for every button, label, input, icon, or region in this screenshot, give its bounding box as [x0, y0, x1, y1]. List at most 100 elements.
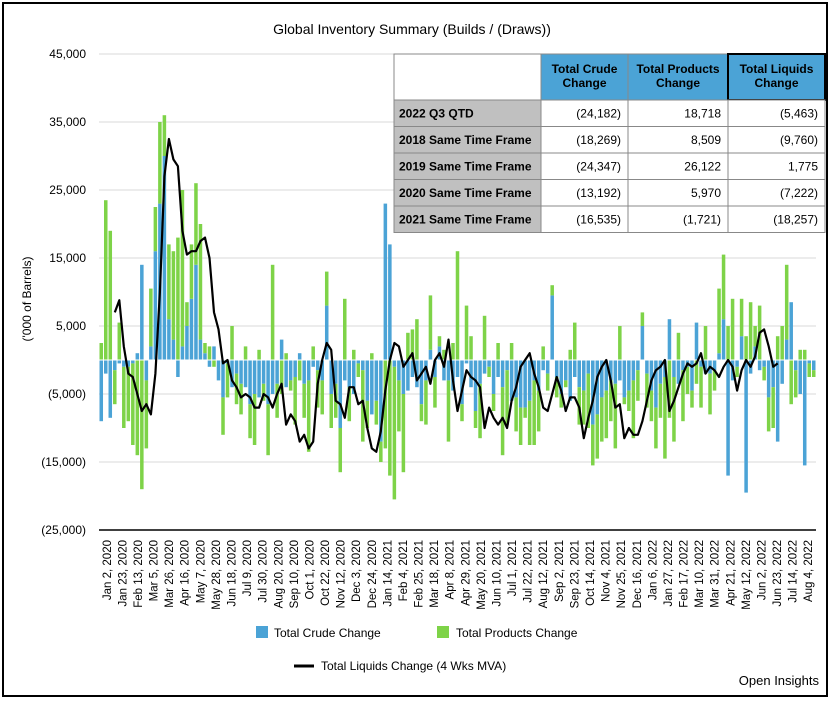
products-bar	[180, 190, 185, 347]
crude-bar	[559, 360, 563, 394]
crude-bar	[798, 360, 802, 394]
table-cell-value: 8,509	[691, 133, 721, 147]
crude-bar	[658, 360, 663, 384]
products-bar	[600, 397, 604, 442]
table-header-text: Total Liquids	[740, 62, 814, 76]
crude-bar	[126, 360, 131, 367]
crude-bar	[352, 360, 356, 394]
crude-bar	[518, 360, 523, 408]
products-bar	[487, 366, 491, 377]
products-bar	[618, 326, 622, 360]
y-tick-label: 35,000	[49, 115, 86, 129]
products-bar	[153, 207, 158, 252]
products-bar	[406, 332, 410, 360]
products-bar	[131, 363, 135, 445]
table-cell-value: (1,721)	[683, 212, 721, 226]
products-bar	[365, 400, 370, 428]
products-bar	[140, 360, 144, 490]
legend-label-crude: Total Crude Change	[274, 626, 381, 640]
products-bar	[176, 237, 180, 360]
products-bar	[807, 363, 811, 377]
products-bar	[748, 302, 753, 360]
crude-bar	[140, 264, 144, 360]
crude-bar	[541, 360, 545, 371]
crude-bar	[622, 360, 627, 398]
crude-bar	[672, 360, 676, 377]
crude-bar	[582, 360, 586, 391]
crude-bar	[609, 360, 613, 381]
products-bar	[171, 251, 176, 340]
crude-bar	[104, 360, 108, 374]
x-tick-label: Jan 2, 2020	[102, 540, 114, 600]
products-bar	[401, 394, 406, 473]
products-bar	[645, 373, 649, 408]
products-bar	[320, 380, 324, 415]
products-bar	[699, 366, 703, 408]
crude-bar	[356, 360, 361, 364]
products-bar	[780, 326, 784, 360]
crude-bar	[739, 336, 744, 360]
products-bar	[703, 326, 708, 360]
products-bar	[284, 353, 288, 360]
products-bar	[514, 397, 518, 432]
crude-bar	[324, 305, 329, 360]
table-cell	[540, 179, 629, 207]
products-bar	[383, 360, 388, 449]
products-bar	[279, 360, 284, 394]
crude-bar	[419, 360, 424, 405]
crude-bar	[270, 360, 275, 394]
crude-bar	[315, 360, 320, 371]
crude-bar	[681, 360, 685, 371]
products-bar	[270, 264, 275, 360]
products-bar	[306, 380, 311, 452]
table-cell	[627, 205, 729, 233]
table-cell-value: 18,718	[684, 106, 721, 120]
x-tick-label: Jan 23, 2020	[117, 540, 129, 607]
x-tick-label: Jun 23, 2022	[772, 540, 784, 607]
products-bar	[572, 322, 577, 360]
products-bar	[591, 424, 595, 466]
products-bar	[144, 380, 149, 449]
legend: Total Crude Change Total Products Change T…	[256, 626, 578, 673]
crude-bar	[789, 302, 793, 360]
x-tick-label: Sep 10, 2020	[289, 540, 301, 608]
products-bar	[149, 288, 153, 347]
products-bar	[198, 224, 203, 340]
y-tick-label: 5,000	[56, 319, 86, 333]
products-bar	[744, 336, 748, 360]
products-bar	[221, 397, 225, 435]
y-axis-ticks: 45,000 35,000 25,000 15,000 5,000 (5,000) (15,…	[41, 47, 86, 537]
crude-bar	[527, 360, 532, 401]
products-bar	[789, 360, 793, 405]
y-tick-label: (15,000)	[41, 455, 86, 469]
x-tick-label: Nov 25, 2021	[616, 540, 628, 608]
x-tick-label: Jun 18, 2020	[227, 540, 239, 607]
chart-canvas: Global Inventory Summary (Builds / (Draw…	[20, 21, 826, 688]
table-cell-value: 26,122	[684, 159, 721, 173]
products-bar	[478, 383, 482, 439]
x-tick-label: Jul 9, 2020	[242, 540, 254, 596]
table-row-label-cell	[393, 99, 542, 127]
products-bar	[694, 360, 699, 384]
crude-bar	[302, 360, 306, 384]
table-header-text: Change	[656, 76, 700, 90]
crude-bar	[162, 156, 167, 360]
products-bar	[721, 254, 726, 320]
products-bar	[613, 383, 618, 449]
crude-bar	[433, 360, 437, 377]
table-row-label: 2018 Same Time Frame	[399, 133, 532, 147]
table-cell-value: (18,257)	[773, 212, 818, 226]
products-bar	[189, 244, 194, 299]
crude-bar	[469, 360, 473, 388]
products-bar	[586, 373, 591, 428]
products-bar	[379, 441, 383, 462]
x-tick-label: Jul 14, 2022	[788, 540, 800, 603]
crude-bar	[482, 360, 487, 374]
crude-bar	[171, 339, 176, 360]
crude-bar	[203, 353, 207, 360]
products-bar	[469, 336, 473, 360]
y-tick-label: 25,000	[49, 183, 86, 197]
crude-bar	[216, 360, 221, 381]
table-cell-value: 1,775	[788, 159, 818, 173]
crude-bar	[460, 360, 464, 405]
